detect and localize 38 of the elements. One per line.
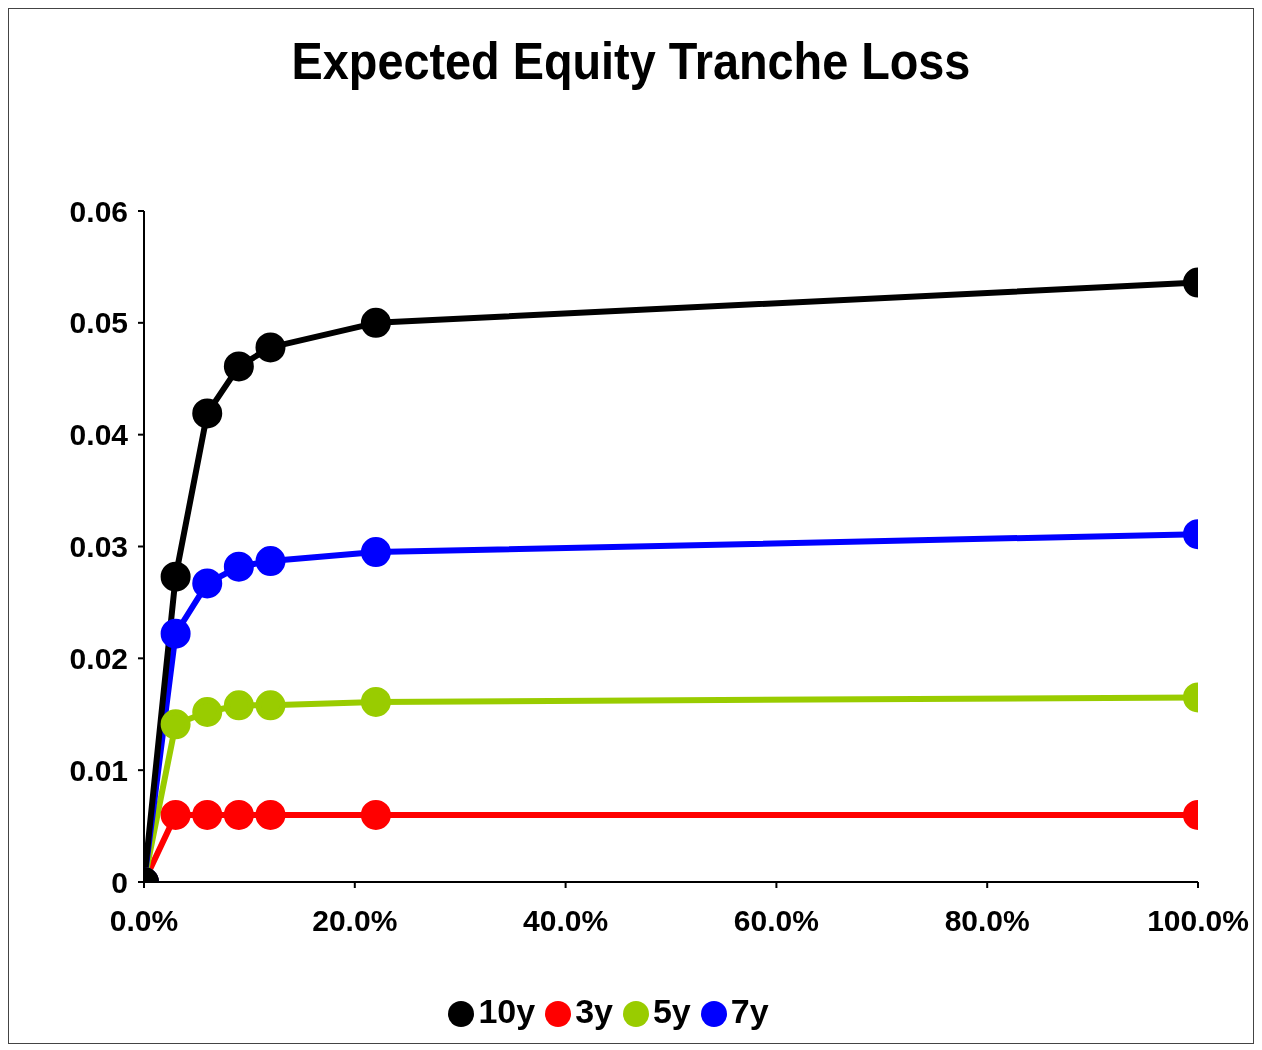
- y-tick-label: 0.03: [69, 530, 128, 564]
- x-tick-label: 80.0%: [944, 904, 1030, 938]
- point: [192, 799, 223, 830]
- y-tick-label: 0.02: [69, 641, 128, 675]
- point: [255, 690, 286, 721]
- point: [360, 307, 391, 338]
- x-tick-label: 100.0%: [1147, 904, 1249, 938]
- chart-title: Expected Equity Tranche Loss: [290, 31, 972, 92]
- point: [160, 709, 191, 740]
- point: [255, 799, 286, 830]
- legend-label: 5y: [652, 992, 691, 1030]
- point: [192, 697, 223, 728]
- x-tick-label: 60.0%: [733, 904, 819, 938]
- y-tick-label: 0.04: [69, 418, 129, 452]
- y-tick-label: 0.01: [69, 753, 128, 787]
- point: [192, 568, 223, 599]
- point: [360, 686, 391, 717]
- legend-label: 7y: [730, 992, 769, 1030]
- point: [160, 561, 191, 592]
- y-tick-label: 0: [111, 865, 128, 899]
- point: [255, 332, 286, 363]
- y-tick-label: 0.05: [69, 306, 128, 340]
- point: [192, 398, 223, 429]
- point: [360, 799, 391, 830]
- point: [160, 799, 191, 830]
- point: [223, 351, 254, 382]
- point: [223, 551, 254, 582]
- point: [223, 690, 254, 721]
- x-tick-label: 20.0%: [312, 904, 398, 938]
- x-tick-label: 40.0%: [523, 904, 609, 938]
- y-tick-label: 0.06: [69, 194, 128, 228]
- legend-label: 10y: [478, 992, 536, 1030]
- x-tick-label: 0.0%: [109, 904, 179, 938]
- legend-label: 3y: [575, 992, 613, 1030]
- point: [223, 799, 254, 830]
- point: [255, 546, 286, 577]
- point: [160, 618, 191, 649]
- point: [360, 537, 391, 568]
